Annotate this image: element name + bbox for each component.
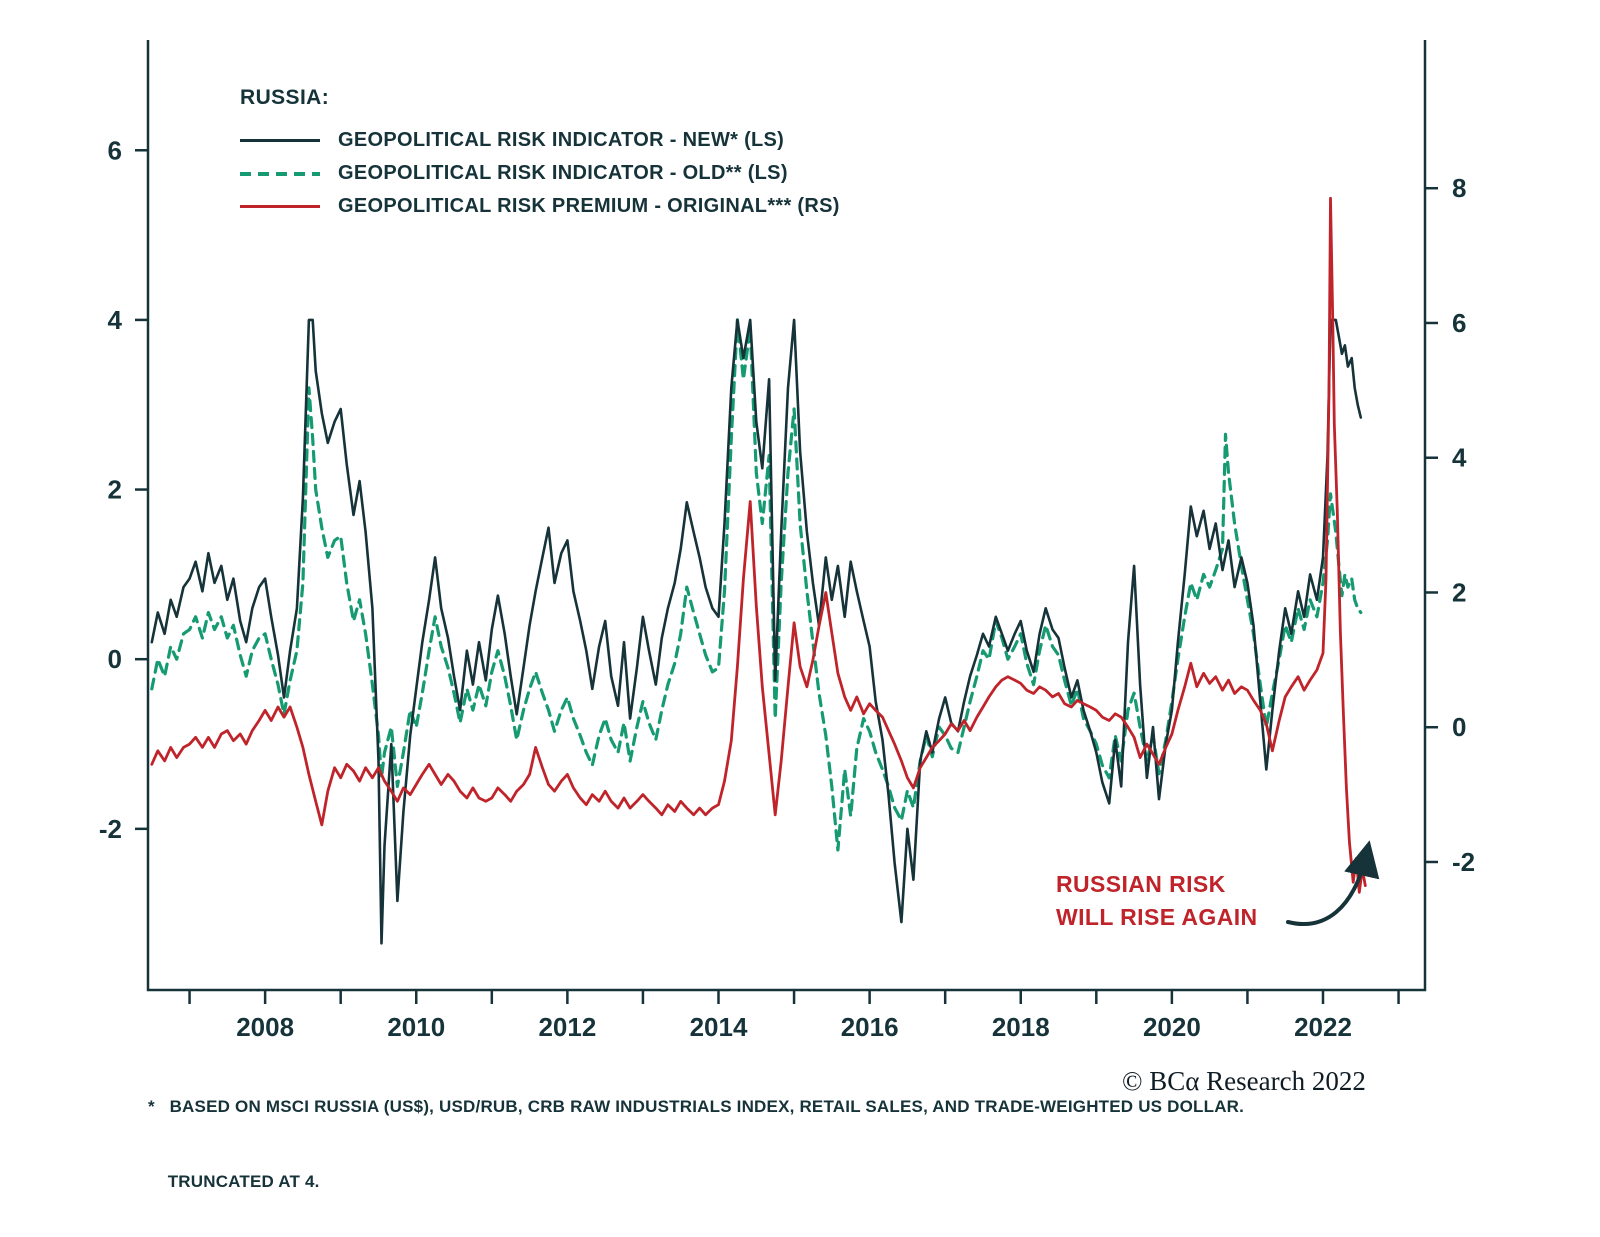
legend-line-sample-old	[240, 171, 320, 176]
rise-again-arrow-icon	[1286, 840, 1380, 926]
svg-text:2020: 2020	[1143, 1012, 1201, 1042]
series-line-new	[150, 318, 1363, 945]
axis-frame	[146, 40, 1427, 992]
svg-text:2010: 2010	[387, 1012, 445, 1042]
svg-text:0: 0	[108, 644, 122, 674]
svg-text:2018: 2018	[992, 1012, 1050, 1042]
annotation-russian-risk: RUSSIAN RISK WILL RISE AGAIN	[1056, 868, 1258, 934]
svg-text:2: 2	[108, 475, 122, 505]
svg-text:4: 4	[1452, 443, 1467, 473]
svg-text:2022: 2022	[1294, 1012, 1352, 1042]
series-line-old	[150, 318, 1363, 852]
svg-text:2014: 2014	[690, 1012, 748, 1042]
legend-item-premium: GEOPOLITICAL RISK PREMIUM - ORIGINAL*** …	[240, 190, 840, 223]
legend-heading: RUSSIA:	[240, 86, 330, 109]
legend-line-sample-new	[240, 139, 320, 142]
x-axis: 2008 2010 2012 2014 2016 2018 2020 2022	[188, 990, 1400, 1042]
legend-label-old: GEOPOLITICAL RISK INDICATOR - OLD** (LS)	[338, 162, 788, 184]
svg-text:-2: -2	[99, 814, 122, 844]
svg-text:2012: 2012	[538, 1012, 596, 1042]
svg-text:2: 2	[1452, 577, 1466, 607]
legend-label-premium: GEOPOLITICAL RISK PREMIUM - ORIGINAL*** …	[338, 195, 840, 217]
chart-legend: RUSSIA: GEOPOLITICAL RISK INDICATOR - NE…	[240, 86, 840, 223]
annotation-line-2: WILL RISE AGAIN	[1056, 904, 1258, 930]
annotation-line-1: RUSSIAN RISK	[1056, 871, 1226, 897]
bca-research-watermark: © BCα Research 2022	[1122, 1066, 1366, 1096]
footnote-line: TRUNCATED AT 4.	[148, 1172, 320, 1191]
svg-text:6: 6	[108, 135, 122, 165]
legend-line-sample-premium	[240, 205, 320, 208]
svg-text:6: 6	[1452, 308, 1466, 338]
y-right-axis: -2 0 2 4 6 8	[1425, 173, 1475, 877]
svg-text:2008: 2008	[236, 1012, 294, 1042]
legend-label-new: GEOPOLITICAL RISK INDICATOR - NEW* (LS)	[338, 129, 785, 151]
legend-item-old: GEOPOLITICAL RISK INDICATOR - OLD** (LS)	[240, 157, 840, 190]
svg-text:-2: -2	[1452, 847, 1475, 877]
y-left-axis: -2 0 2 4 6	[99, 135, 148, 844]
footnotes-block: * BASED ON MSCI RUSSIA (US$), USD/RUB, C…	[148, 1044, 1244, 1237]
svg-text:8: 8	[1452, 173, 1466, 203]
svg-text:0: 0	[1452, 712, 1466, 742]
legend-item-new: GEOPOLITICAL RISK INDICATOR - NEW* (LS)	[240, 124, 840, 157]
series-line-premium	[150, 196, 1367, 894]
svg-text:2016: 2016	[841, 1012, 899, 1042]
svg-text:4: 4	[108, 305, 123, 335]
footnote-line: * BASED ON MSCI RUSSIA (US$), USD/RUB, C…	[148, 1097, 1245, 1116]
